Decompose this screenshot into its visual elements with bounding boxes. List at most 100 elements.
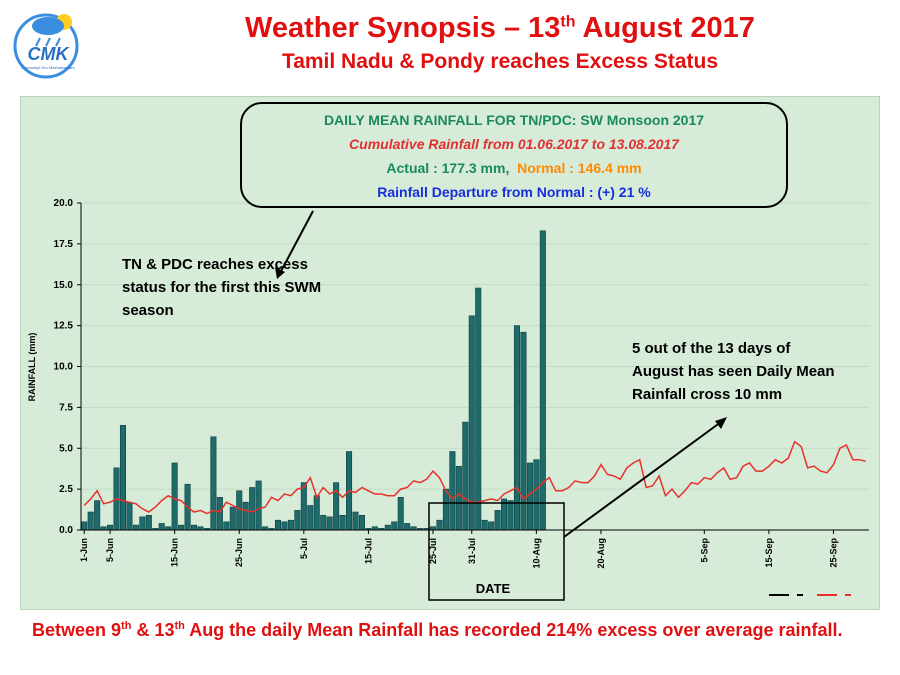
y-tick-label: 0.0 — [59, 525, 73, 536]
summary-values: Actual : 177.3 mm, Normal : 146.4 mm — [242, 156, 786, 180]
rainfall-bar — [462, 421, 469, 531]
rainfall-bar — [358, 514, 365, 531]
x-tick-label: 15-Sep — [764, 537, 774, 567]
y-tick-label: 15.0 — [54, 280, 74, 291]
normal-rainfall: Normal : 146.4 mm — [517, 160, 642, 176]
rainfall-bar — [216, 496, 223, 531]
rainfall-bar — [87, 511, 94, 531]
rainfall-bar — [178, 524, 185, 531]
rainfall-departure: Rainfall Departure from Normal : (+) 21 … — [377, 184, 651, 200]
x-tick-label: 10-Aug — [531, 538, 541, 569]
y-axis-label: RAINFALL (mm) — [27, 333, 37, 402]
rainfall-chart: 0.0 2.5 5.0 7.5 10.0 12.5 15.0 17.5 20.0 1-Jun 5-… — [27, 198, 869, 601]
rainfall-bar — [481, 519, 488, 531]
rainfall-bar — [513, 325, 520, 531]
arrowhead-icon — [715, 417, 727, 429]
x-tick-label: 15-Jul — [363, 538, 373, 564]
rainfall-bar — [488, 521, 495, 531]
rainfall-bar — [526, 462, 533, 531]
rainfall-bar — [391, 521, 398, 531]
y-tick-label: 12.5 — [54, 321, 74, 332]
rainfall-bar — [191, 524, 198, 531]
rainfall-bar — [94, 500, 101, 531]
rainfall-bar — [339, 514, 346, 531]
rainfall-bar — [81, 521, 88, 531]
x-axis-label: DATE — [476, 581, 511, 596]
rainfall-bar — [333, 482, 340, 531]
y-axis-ticks: 0.0 2.5 5.0 7.5 10.0 12.5 15.0 17.5 20.0 — [54, 198, 81, 536]
rainfall-bar — [300, 482, 307, 531]
x-axis-ticks: 1-Jun 5-Jun 15-Jun 25-Jun 5-Jul 15-Jul 25-Jul 3… — [79, 530, 838, 569]
excess-status-annotation: TN & PDC reaches excess status for the f… — [122, 256, 322, 319]
rainfall-bar — [223, 521, 230, 531]
normal-rainfall-line — [83, 440, 866, 515]
actual-rainfall: Actual : 177.3 mm, — [386, 160, 510, 176]
rainfall-bar — [307, 505, 314, 531]
rainfall-bar — [210, 436, 217, 531]
rainfall-bar — [533, 459, 540, 531]
rainfall-bar — [281, 521, 288, 531]
x-tick-label: 25-Jun — [234, 538, 244, 567]
y-tick-label: 5.0 — [59, 443, 73, 454]
rainfall-bar — [494, 510, 501, 531]
rainfall-bar — [520, 331, 527, 531]
cmk-logo: CMK Chennaiyil Oru Mazhaikaalam — [6, 8, 90, 80]
x-tick-label: 25-Sep — [828, 537, 838, 567]
cloud-icon — [32, 17, 64, 35]
rainfall-bar — [455, 465, 462, 531]
x-tick-label: 5-Sep — [699, 538, 709, 563]
rainfall-bar — [442, 488, 449, 531]
arrowhead-icon — [275, 267, 285, 279]
rainfall-bar — [274, 519, 282, 531]
footer-note: Between 9th & 13th Aug the daily Mean Ra… — [32, 620, 843, 640]
rainfall-bar — [507, 500, 514, 531]
x-tick-label: 5-Jun — [105, 538, 115, 562]
x-tick-label: 5-Jul — [299, 538, 309, 559]
rainfall-bar — [326, 516, 333, 531]
highlight-box — [428, 502, 565, 601]
y-tick-label: 7.5 — [59, 402, 73, 413]
rainfall-bar — [236, 490, 243, 531]
rainfall-bar — [287, 519, 294, 531]
x-tick-label: 15-Jun — [170, 538, 180, 567]
summary-period: Cumulative Rainfall from 01.06.2017 to 1… — [349, 136, 679, 152]
y-tick-label: 20.0 — [54, 198, 74, 209]
rainfall-bar — [475, 287, 482, 531]
rainfall-bar — [449, 451, 456, 531]
arrow-to-august — [563, 421, 722, 538]
rainfall-bar — [320, 514, 327, 531]
logo-subtext: Chennaiyil Oru Mazhaikaalam — [21, 65, 75, 70]
rainfall-bar — [158, 523, 165, 531]
rainfall-bar — [404, 523, 411, 531]
rainfall-bar — [139, 516, 146, 531]
y-tick-label: 17.5 — [54, 239, 74, 250]
rainfall-bar — [255, 480, 262, 531]
rainfall-bar — [126, 501, 133, 531]
rainfall-bar — [436, 519, 443, 531]
rainfall-bar — [384, 524, 391, 531]
summary-heading: DAILY MEAN RAINFALL FOR TN/PDC: SW Monso… — [323, 112, 705, 128]
august-annotation: 5 out of the 13 days of August has seen … — [632, 340, 835, 403]
rainfall-bar — [468, 315, 475, 531]
y-tick-label: 10.0 — [54, 362, 74, 373]
rainfall-bar — [397, 496, 404, 531]
rainfall-summary-box: DAILY MEAN RAINFALL FOR TN/PDC: SW Monso… — [240, 102, 788, 208]
rainfall-bar — [242, 501, 249, 531]
x-tick-label: 31-Jul — [467, 538, 477, 564]
rainfall-bar — [294, 510, 301, 531]
rainfall-bar — [107, 524, 114, 531]
rainfall-bar — [313, 495, 320, 531]
rainfall-bar — [249, 487, 256, 531]
rainfall-bar — [132, 524, 139, 531]
x-tick-label: 25-Jul — [428, 538, 438, 564]
arrow-to-infobox — [278, 210, 314, 276]
rainfall-bar — [171, 462, 178, 531]
page-subtitle: Tamil Nadu & Pondy reaches Excess Status — [281, 50, 719, 73]
rainfall-bar — [352, 511, 359, 531]
page-title: Weather Synopsis – 13th August 2017 — [245, 12, 755, 44]
y-tick-label: 2.5 — [59, 484, 73, 495]
logo-text: CMK — [28, 44, 71, 64]
x-tick-label: 20-Aug — [596, 538, 606, 569]
x-tick-label: 1-Jun — [79, 538, 89, 562]
rainfall-bar — [145, 514, 152, 531]
